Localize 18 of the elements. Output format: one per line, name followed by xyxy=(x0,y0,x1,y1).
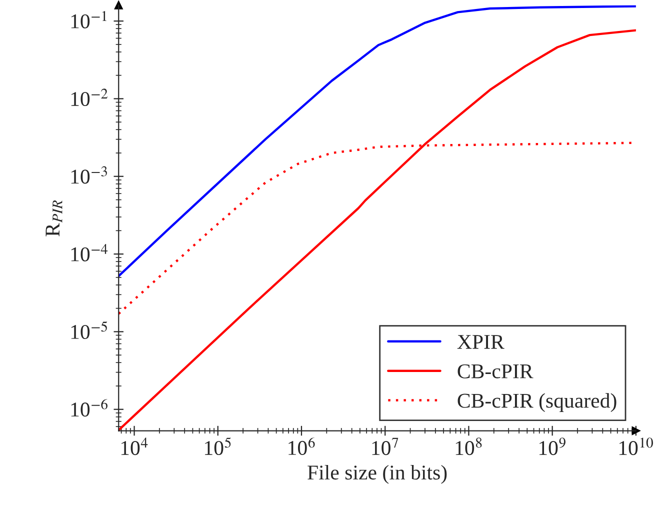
x-tick-label: 10$^{7}$ xyxy=(372,438,398,456)
x-tick-label: 10$^{10}$ xyxy=(619,438,653,456)
x-tick-label: 10$^{6}$ xyxy=(288,437,315,455)
x-tick-label: 10$^{5}$ xyxy=(205,437,231,456)
y-tick-label: 10$^{−3}$ xyxy=(71,166,107,184)
legend-label: CB-cPIR xyxy=(458,364,534,378)
x-tick-label: 10$^{8}$ xyxy=(456,438,482,456)
x-tick-label: 10$^{9}$ xyxy=(539,438,566,456)
y-tick-label: 10$^{−2}$ xyxy=(71,88,108,106)
x-tick-label: 10$^{4}$ xyxy=(121,438,148,456)
y-tick-label: 10$^{−4}$ xyxy=(71,244,108,262)
y-tick-label: 10$^{−6}$ xyxy=(71,399,108,417)
y-axis-title: R$_{PIR}$ xyxy=(46,200,62,236)
legend-label: XPIR xyxy=(457,335,504,349)
y-tick-label: 10$^{−5}$ xyxy=(71,321,108,340)
y-tick-label: 10$^{−1}$ xyxy=(71,10,106,28)
x-axis-title: File size (in bits) xyxy=(308,464,447,484)
legend-label: CB-cPIR (squared) xyxy=(458,393,616,412)
